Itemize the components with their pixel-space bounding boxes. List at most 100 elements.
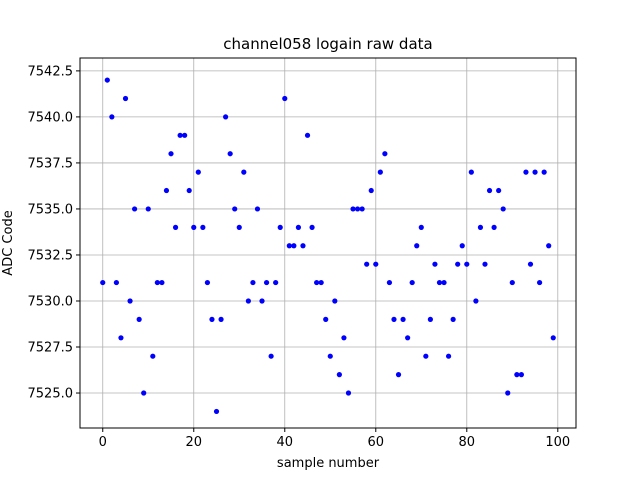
data-point: [113, 279, 120, 286]
data-point: [423, 353, 429, 359]
data-point: [354, 206, 361, 212]
data-point: [527, 261, 534, 267]
data-point: [341, 335, 347, 341]
y-tick-label: 7525.0: [28, 387, 74, 402]
y-tick-label: 7537.5: [28, 156, 74, 171]
data-point: [323, 316, 329, 322]
data-point: [295, 224, 302, 230]
data-point: [327, 353, 333, 359]
data-point: [468, 169, 474, 175]
data-point: [141, 390, 147, 396]
data-point: [122, 95, 129, 102]
y-tick-label: 7542.5: [28, 64, 74, 79]
data-point: [532, 169, 538, 175]
data-point: [163, 187, 170, 194]
data-point: [445, 353, 452, 359]
data-point: [127, 298, 133, 304]
x-tick-label: 100: [545, 435, 570, 450]
data-point: [350, 206, 356, 212]
data-point: [332, 298, 338, 304]
data-point: [109, 114, 115, 120]
x-axis-title: sample number: [277, 456, 380, 471]
data-point: [254, 206, 261, 212]
data-point: [286, 243, 292, 249]
data-point: [132, 206, 138, 212]
y-axis-ticks: 7525.0 7527.5 7530.0 7532.5 7535.0 7537.5 7540…: [28, 64, 80, 402]
data-point: [455, 261, 461, 267]
data-point: [154, 279, 160, 286]
data-point: [418, 224, 424, 230]
x-tick-label: 20: [185, 435, 202, 450]
data-point: [263, 279, 270, 286]
data-point: [304, 132, 311, 138]
data-point: [536, 279, 543, 286]
data-point: [277, 224, 283, 230]
data-point: [405, 335, 411, 341]
data-point: [359, 206, 365, 212]
data-point: [159, 279, 165, 286]
data-point: [223, 114, 229, 120]
data-point: [232, 206, 238, 212]
data-point: [364, 261, 370, 267]
plot-frame: [79, 57, 577, 429]
data-point: [400, 316, 406, 322]
data-point: [245, 298, 251, 304]
data-point: [314, 279, 320, 286]
chart-title: channel058 logain raw data: [223, 35, 432, 53]
data-point: [386, 279, 393, 286]
data-point: [250, 279, 256, 286]
data-point: [450, 316, 456, 322]
data-point: [104, 77, 110, 83]
data-point: [136, 316, 142, 322]
y-axis-title: ADC Code: [1, 210, 16, 275]
data-point: [409, 279, 415, 286]
data-point: [414, 243, 420, 249]
data-point: [186, 187, 192, 194]
data-point: [391, 316, 397, 322]
data-point: [514, 372, 520, 378]
data-point: [459, 243, 465, 249]
data-point: [273, 279, 279, 286]
data-point: [227, 151, 233, 157]
data-point: [482, 261, 488, 267]
x-tick-label: 40: [276, 435, 293, 450]
data-point: [209, 316, 215, 322]
data-point: [172, 224, 179, 230]
data-point: [441, 279, 447, 286]
data-point: [496, 187, 502, 194]
data-point: [309, 224, 315, 230]
data-point: [182, 132, 188, 138]
data-point: [300, 243, 306, 249]
data-points: [100, 77, 556, 415]
data-point: [427, 316, 433, 322]
x-tick-label: 60: [368, 435, 385, 450]
data-point: [191, 224, 197, 230]
data-point: [432, 261, 438, 267]
x-tick-label: 0: [99, 435, 107, 450]
data-point: [491, 224, 497, 230]
y-tick-label: 7532.5: [28, 248, 74, 263]
data-point: [486, 187, 493, 194]
data-point: [436, 279, 443, 286]
y-tick-label: 7530.0: [28, 294, 74, 309]
data-point: [318, 279, 324, 286]
data-point: [464, 261, 470, 267]
data-point: [213, 408, 220, 415]
data-point: [200, 224, 206, 230]
y-tick-label: 7540.0: [28, 110, 74, 125]
data-point: [291, 243, 297, 249]
data-point: [373, 261, 379, 267]
data-point: [204, 279, 211, 286]
data-point: [336, 372, 342, 378]
data-point: [523, 169, 529, 175]
data-point: [477, 224, 484, 230]
data-point: [118, 335, 124, 341]
data-point: [100, 279, 106, 286]
y-tick-label: 7535.0: [28, 202, 74, 217]
data-point: [546, 243, 552, 249]
x-tick-label: 80: [459, 435, 476, 450]
data-point: [509, 279, 515, 286]
data-point: [368, 187, 374, 194]
